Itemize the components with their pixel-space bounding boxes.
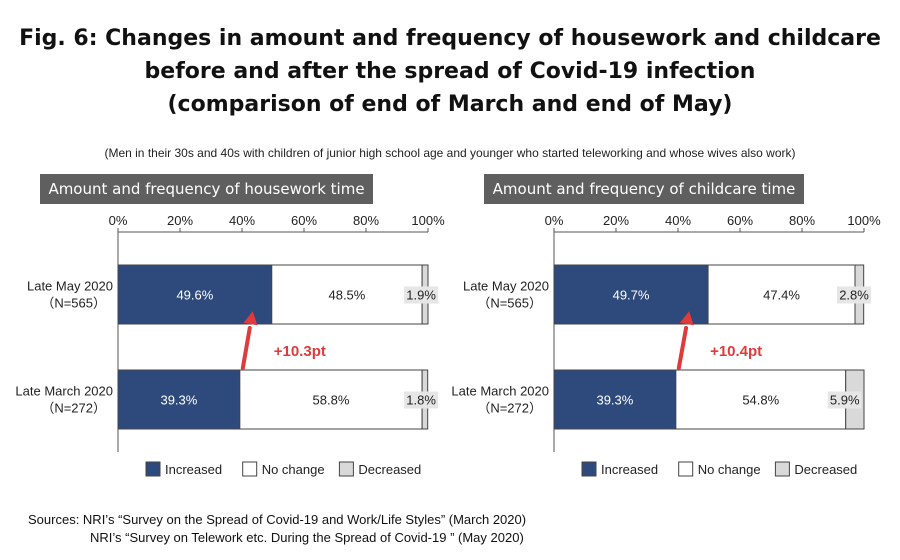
housework-category-label: Late March 2020: [15, 384, 113, 399]
housework-data-label-box: [404, 286, 439, 304]
childcare-legend-label: Decreased: [794, 462, 857, 477]
childcare-bar-no-change: [707, 264, 856, 325]
childcare-data-label: 5.9%: [830, 393, 860, 408]
childcare-x-tick-label: 0%: [545, 213, 564, 228]
childcare-legend-label: No change: [698, 462, 761, 477]
childcare-data-label-box: [837, 286, 872, 304]
housework-bar-increased: [117, 264, 273, 325]
housework-panel-title: Amount and frequency of housework time: [40, 174, 373, 204]
housework-category-label: Late May 2020: [27, 279, 113, 294]
housework-category-n: （N=565）: [41, 296, 106, 311]
childcare-data-label: 39.3%: [596, 393, 633, 408]
childcare-category-n: （N=272）: [477, 401, 542, 416]
housework-data-label: 49.6%: [176, 288, 213, 303]
childcare-legend-swatch-increased: [581, 461, 597, 477]
childcare-legend-swatch-no-change: [678, 461, 694, 477]
childcare-data-label: 54.8%: [742, 393, 779, 408]
housework-bar-no-change: [239, 369, 423, 430]
housework-legend-swatch-no-change: [242, 461, 258, 477]
charts-svg: 0% 20% 40% 60% 80% 100% Late May 2020 （N=565） 49…: [15, 213, 881, 477]
childcare-bar-no-change: [675, 369, 847, 430]
title-line-2: before and after the spread of Covid-19 …: [144, 59, 756, 84]
childcare-data-label: 49.7%: [613, 288, 650, 303]
childcare-data-label-box: [827, 391, 862, 409]
childcare-category-label: Late May 2020: [463, 279, 549, 294]
childcare-x-tick-label: 60%: [727, 213, 753, 228]
housework-x-tick-label: 40%: [229, 213, 255, 228]
housework-legend-label: No change: [262, 462, 325, 477]
housework-legend-swatch-increased: [145, 461, 161, 477]
childcare-x-tick-label: 100%: [847, 213, 881, 228]
housework-x-tick-label: 80%: [353, 213, 379, 228]
housework-increase-arrowhead: [243, 311, 258, 326]
housework-x-tick-label: 20%: [167, 213, 193, 228]
housework-increase-arrow: [240, 326, 252, 370]
childcare-increase-annotation: +10.4pt: [710, 343, 762, 360]
title-line-1: Fig. 6: Changes in amount and frequency …: [19, 26, 881, 51]
childcare-legend-label: Increased: [601, 462, 658, 477]
housework-x-tick-label: 100%: [411, 213, 445, 228]
childcare-increase-arrow: [676, 326, 689, 370]
source-line-2: NRI’s “Survey on Telework etc. During th…: [90, 530, 524, 545]
sources-note: Sources: NRI’s “Survey on the Spread of …: [28, 511, 526, 547]
source-line-1: Sources: NRI’s “Survey on the Spread of …: [28, 512, 527, 527]
title-line-3: (comparison of end of March and end of M…: [167, 92, 733, 117]
childcare-data-label: 2.8%: [839, 288, 869, 303]
childcare-legend-swatch-decreased: [774, 461, 790, 477]
childcare-x-tick-label: 20%: [603, 213, 629, 228]
housework-increase-annotation: +10.3pt: [274, 343, 326, 360]
chart-title: Fig. 6: Changes in amount and frequency …: [0, 22, 900, 121]
housework-bar-increased: [117, 369, 241, 430]
housework-legend-label: Decreased: [358, 462, 421, 477]
childcare-bar-increased: [553, 369, 677, 430]
childcare-data-label: 47.4%: [763, 288, 800, 303]
housework-x-tick-label: 60%: [291, 213, 317, 228]
housework-legend-swatch-decreased: [338, 461, 354, 477]
childcare-x-tick-label: 80%: [789, 213, 815, 228]
housework-x-tick-label: 0%: [109, 213, 128, 228]
housework-category-n: （N=272）: [41, 401, 106, 416]
childcare-increase-arrowhead: [679, 311, 694, 326]
childcare-category-n: （N=565）: [477, 296, 542, 311]
housework-data-label-box: [404, 391, 439, 409]
housework-data-label: 1.9%: [406, 288, 436, 303]
chart-subtitle: (Men in their 30s and 40s with children …: [104, 146, 796, 160]
childcare-bar-increased: [553, 264, 709, 325]
childcare-category-label: Late March 2020: [451, 384, 549, 399]
housework-data-label: 48.5%: [328, 288, 365, 303]
housework-legend-label: Increased: [165, 462, 222, 477]
housework-data-label: 58.8%: [313, 393, 350, 408]
childcare-x-tick-label: 40%: [665, 213, 691, 228]
housework-data-label: 1.8%: [406, 393, 436, 408]
housework-data-label: 39.3%: [160, 393, 197, 408]
childcare-panel-title: Amount and frequency of childcare time: [484, 174, 804, 204]
housework-bar-no-change: [271, 264, 423, 325]
